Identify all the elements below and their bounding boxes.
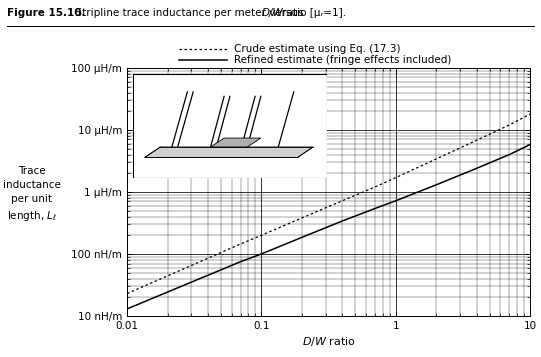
Text: Trace
inductance
per unit
length, $L_\ell$: Trace inductance per unit length, $L_\el… xyxy=(3,166,61,223)
Text: ratio [μᵣ=1].: ratio [μᵣ=1]. xyxy=(279,8,346,18)
X-axis label: $D / W$ ratio: $D / W$ ratio xyxy=(302,335,355,348)
Text: Refined estimate (fringe effects included): Refined estimate (fringe effects include… xyxy=(234,55,451,65)
Text: Stripline trace inductance per meter versus: Stripline trace inductance per meter ver… xyxy=(69,8,307,18)
Text: D/W: D/W xyxy=(261,8,283,18)
Text: Crude estimate using Eq. (17.3): Crude estimate using Eq. (17.3) xyxy=(234,44,400,54)
Text: Figure 15.10.: Figure 15.10. xyxy=(7,8,85,18)
